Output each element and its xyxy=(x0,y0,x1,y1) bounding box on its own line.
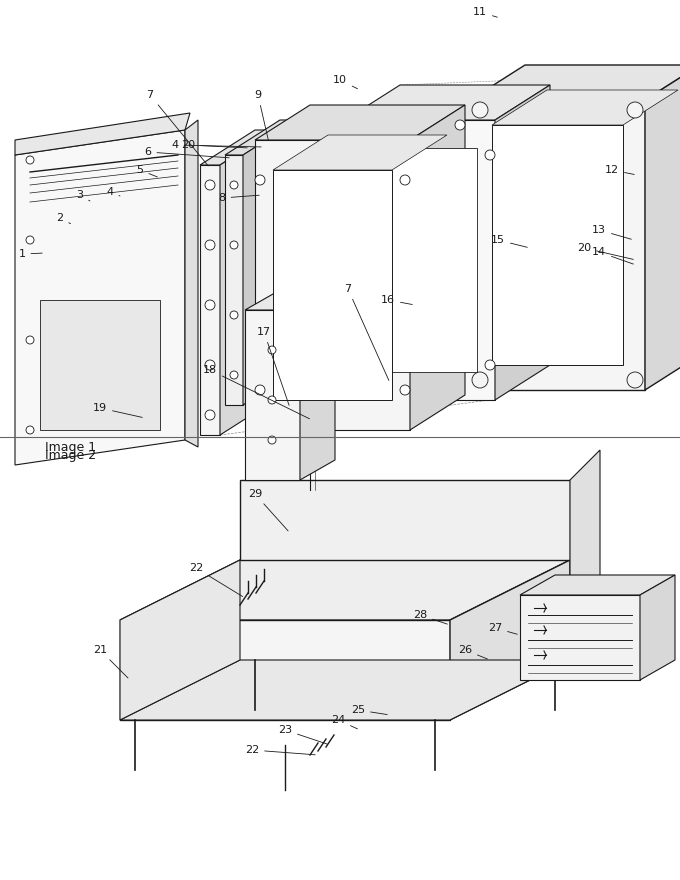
Text: 11: 11 xyxy=(473,7,497,18)
Polygon shape xyxy=(645,65,680,390)
Polygon shape xyxy=(300,290,335,480)
Text: 25: 25 xyxy=(351,705,387,715)
Polygon shape xyxy=(245,310,300,480)
Polygon shape xyxy=(120,560,570,620)
Text: 28: 28 xyxy=(413,610,447,624)
Text: 24: 24 xyxy=(331,715,358,729)
Circle shape xyxy=(485,150,495,160)
Polygon shape xyxy=(185,120,198,447)
Polygon shape xyxy=(492,125,623,365)
Polygon shape xyxy=(520,595,640,680)
Text: 15: 15 xyxy=(491,235,527,247)
Text: 3: 3 xyxy=(76,190,90,201)
Polygon shape xyxy=(255,140,410,430)
Text: 20: 20 xyxy=(577,243,633,260)
Text: 1: 1 xyxy=(18,249,42,259)
Circle shape xyxy=(268,396,276,404)
Circle shape xyxy=(472,372,488,388)
Text: 26: 26 xyxy=(458,645,488,659)
Circle shape xyxy=(205,240,215,250)
Circle shape xyxy=(205,360,215,370)
Polygon shape xyxy=(410,105,465,430)
Polygon shape xyxy=(470,100,645,390)
Polygon shape xyxy=(200,165,220,435)
Circle shape xyxy=(26,156,34,164)
Text: 18: 18 xyxy=(203,365,309,419)
Polygon shape xyxy=(345,120,495,400)
Text: 29: 29 xyxy=(248,489,288,531)
Text: 8: 8 xyxy=(218,193,259,203)
Circle shape xyxy=(255,385,265,395)
Circle shape xyxy=(255,175,265,185)
Polygon shape xyxy=(492,90,678,125)
Circle shape xyxy=(230,311,238,319)
Polygon shape xyxy=(225,120,298,155)
Circle shape xyxy=(627,102,643,118)
Polygon shape xyxy=(120,660,570,720)
Polygon shape xyxy=(345,85,550,120)
Text: 4: 4 xyxy=(171,140,261,150)
Circle shape xyxy=(455,120,465,130)
Text: 21: 21 xyxy=(93,645,128,678)
Circle shape xyxy=(26,426,34,434)
Text: 9: 9 xyxy=(254,90,269,140)
Circle shape xyxy=(268,346,276,354)
Circle shape xyxy=(230,371,238,379)
Polygon shape xyxy=(640,575,675,680)
Polygon shape xyxy=(120,560,240,720)
Circle shape xyxy=(26,236,34,244)
Text: 5: 5 xyxy=(137,165,158,177)
Text: Image 2: Image 2 xyxy=(45,449,96,461)
Text: 22: 22 xyxy=(189,563,243,597)
Circle shape xyxy=(26,336,34,344)
Circle shape xyxy=(268,436,276,444)
Text: 14: 14 xyxy=(592,247,633,264)
Polygon shape xyxy=(273,135,447,170)
Polygon shape xyxy=(243,120,298,405)
Polygon shape xyxy=(225,155,243,405)
Text: 13: 13 xyxy=(592,225,631,239)
Text: 19: 19 xyxy=(93,403,142,417)
Text: 16: 16 xyxy=(381,295,412,305)
Text: 4: 4 xyxy=(107,187,120,197)
Polygon shape xyxy=(220,130,275,435)
Polygon shape xyxy=(240,480,570,560)
Polygon shape xyxy=(15,113,190,155)
Text: 17: 17 xyxy=(257,327,289,406)
Polygon shape xyxy=(495,85,550,400)
Text: 23: 23 xyxy=(278,725,327,744)
Polygon shape xyxy=(255,105,465,140)
Circle shape xyxy=(205,180,215,190)
Text: 20: 20 xyxy=(181,140,248,150)
Text: 7: 7 xyxy=(146,90,208,165)
Polygon shape xyxy=(570,450,600,660)
Circle shape xyxy=(472,102,488,118)
Text: 12: 12 xyxy=(605,165,634,175)
Polygon shape xyxy=(470,65,680,100)
Text: 27: 27 xyxy=(488,623,517,634)
Circle shape xyxy=(230,241,238,249)
Text: 7: 7 xyxy=(345,284,389,380)
Circle shape xyxy=(627,372,643,388)
Polygon shape xyxy=(450,560,570,720)
Circle shape xyxy=(205,300,215,310)
Text: 2: 2 xyxy=(56,213,71,224)
Text: 6: 6 xyxy=(144,147,229,158)
Polygon shape xyxy=(363,148,477,372)
Circle shape xyxy=(400,385,410,395)
Polygon shape xyxy=(200,130,275,165)
Circle shape xyxy=(485,360,495,370)
Polygon shape xyxy=(40,300,160,430)
Polygon shape xyxy=(520,575,675,595)
Text: 22: 22 xyxy=(245,745,316,755)
Text: Image 1: Image 1 xyxy=(45,442,96,454)
Polygon shape xyxy=(120,620,450,720)
Polygon shape xyxy=(15,130,185,465)
Circle shape xyxy=(205,410,215,420)
Text: 10: 10 xyxy=(333,75,358,89)
Polygon shape xyxy=(273,170,392,400)
Polygon shape xyxy=(245,290,335,310)
Circle shape xyxy=(400,175,410,185)
Circle shape xyxy=(230,181,238,189)
